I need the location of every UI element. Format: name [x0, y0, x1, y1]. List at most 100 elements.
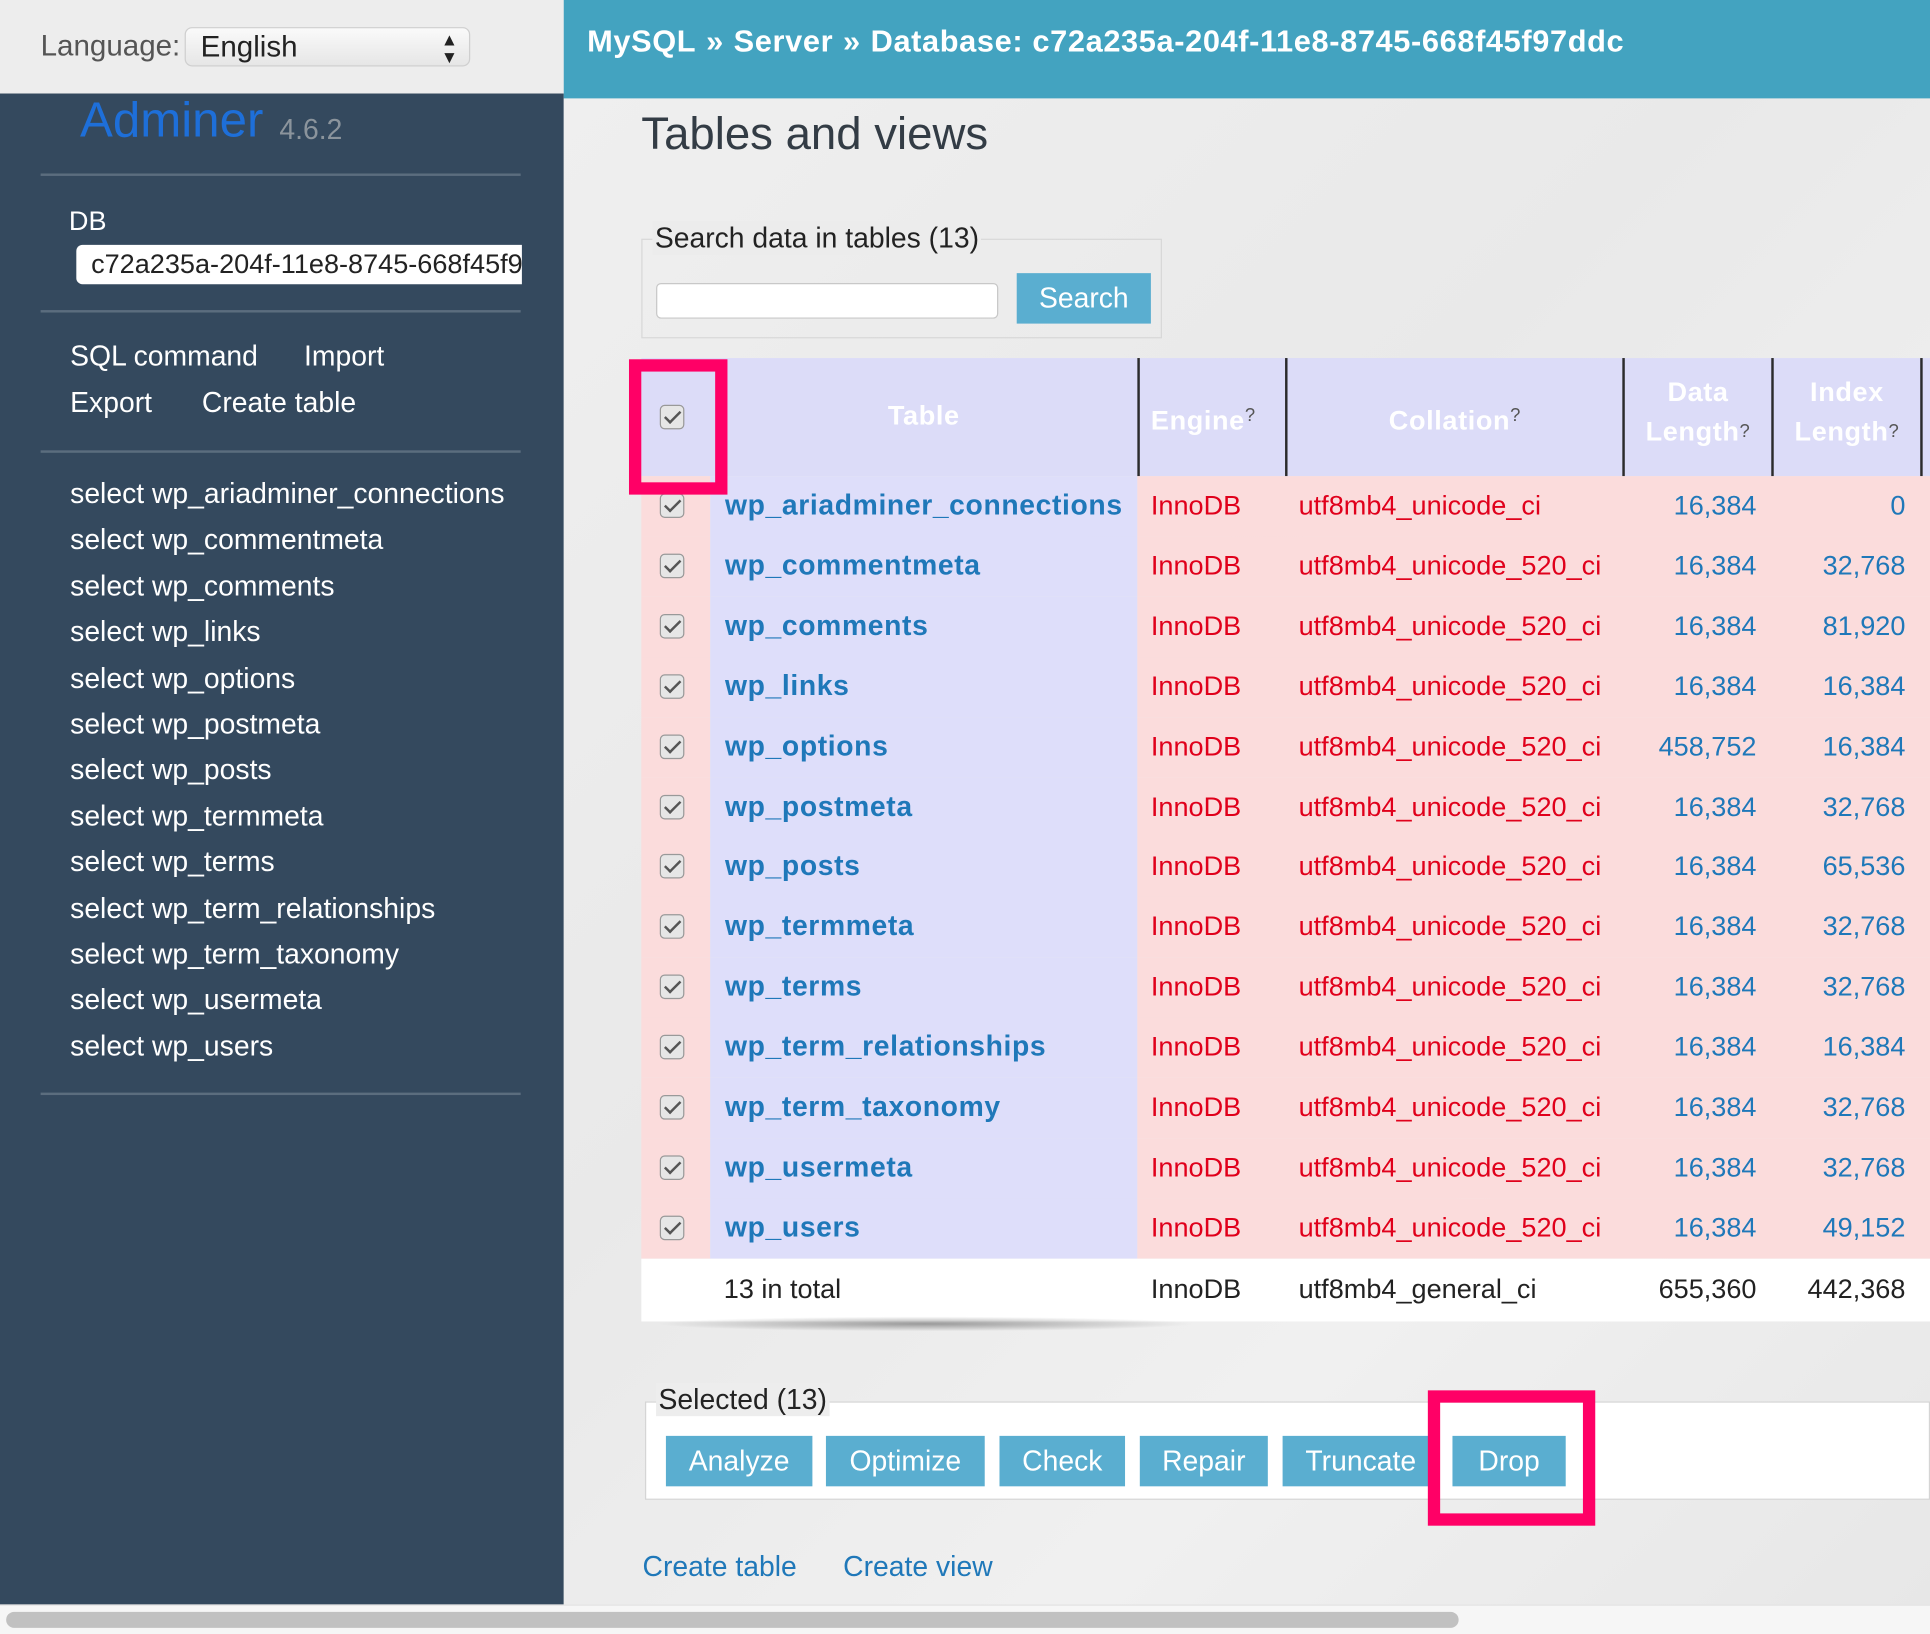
sql-command-link[interactable]: SQL command [70, 339, 258, 372]
index-length-link[interactable]: 16,384 [1822, 670, 1906, 701]
index-length-link[interactable]: 32,768 [1822, 790, 1906, 822]
check-button[interactable]: Check [999, 1435, 1126, 1487]
checkbox-checked-icon[interactable] [659, 854, 685, 879]
data-length-link[interactable]: 16,384 [1673, 1031, 1757, 1062]
adminer-logo[interactable]: Adminer [80, 93, 264, 148]
data-length-link[interactable]: 16,384 [1673, 1151, 1757, 1183]
data-length-link[interactable]: 458,752 [1658, 730, 1757, 762]
data-length-link[interactable]: 16,384 [1673, 910, 1757, 942]
db-select[interactable]: c72a235a-204f-11e8-8745-668f45f97ddc [76, 244, 522, 285]
export-link[interactable]: Export [70, 386, 152, 419]
checkbox-checked-icon[interactable] [659, 673, 685, 699]
sidebar-table-link[interactable]: select wp_commentmeta [70, 523, 384, 556]
create-view-link[interactable]: Create view [843, 1550, 993, 1583]
collation-value: utf8mb4_unicode_520_ci [1298, 730, 1602, 762]
checkbox-checked-icon[interactable] [659, 734, 685, 759]
table-name-link[interactable]: wp_posts [725, 849, 861, 882]
search-button[interactable]: Search [1016, 273, 1151, 324]
data-length-link[interactable]: 16,384 [1673, 850, 1757, 882]
table-name-link[interactable]: wp_users [725, 1210, 861, 1243]
data-length-link[interactable]: 16,384 [1673, 1091, 1757, 1123]
index-length-link[interactable]: 32,768 [1822, 549, 1906, 581]
collation-value: utf8mb4_unicode_520_ci [1298, 610, 1602, 641]
data-length-link[interactable]: 16,384 [1673, 549, 1757, 581]
help-icon[interactable]: ? [1739, 420, 1751, 442]
scrollbar-thumb[interactable] [6, 1611, 1459, 1628]
language-select[interactable]: English ▲ ▼ [184, 27, 471, 67]
import-link[interactable]: Import [304, 339, 385, 372]
sidebar-table-link[interactable]: select wp_term_relationships [70, 891, 436, 924]
data-length-link[interactable]: 16,384 [1673, 790, 1757, 822]
index-length-link[interactable]: 32,768 [1822, 1151, 1906, 1183]
data-length-link[interactable]: 16,384 [1673, 489, 1757, 521]
sidebar-table-link[interactable]: select wp_postmeta [70, 707, 321, 740]
index-length-link[interactable]: 32,768 [1822, 971, 1906, 1002]
table-name-link[interactable]: wp_commentmeta [725, 548, 981, 581]
checkbox-checked-icon[interactable] [659, 613, 685, 639]
breadcrumb-server[interactable]: Server [733, 24, 834, 60]
sidebar-table-link[interactable]: select wp_comments [70, 569, 335, 602]
table-name-link[interactable]: wp_ariadminer_connections [725, 488, 1123, 521]
create-table-link[interactable]: Create table [201, 386, 357, 419]
data-length-link[interactable]: 16,384 [1673, 971, 1757, 1002]
breadcrumb-mysql[interactable]: MySQL [587, 24, 697, 60]
table-name-link[interactable]: wp_usermeta [725, 1150, 913, 1183]
table-name-link[interactable]: wp_links [725, 668, 850, 701]
index-length-link[interactable]: 81,920 [1822, 610, 1906, 641]
index-length-link[interactable]: 16,384 [1822, 730, 1906, 762]
column-header-collation[interactable]: Collation? [1388, 404, 1522, 436]
checkbox-checked-icon[interactable] [659, 1215, 685, 1240]
table-name-link[interactable]: wp_options [725, 729, 889, 762]
repair-button[interactable]: Repair [1139, 1435, 1268, 1487]
index-length-link[interactable]: 0 [1890, 489, 1906, 521]
index-length-link[interactable]: 32,768 [1822, 910, 1906, 942]
data-length-link[interactable]: 16,384 [1673, 670, 1757, 701]
analyze-button[interactable]: Analyze [665, 1435, 813, 1487]
truncate-button[interactable]: Truncate [1282, 1435, 1439, 1487]
index-length-link[interactable]: 65,536 [1822, 850, 1906, 882]
sidebar-table-link[interactable]: select wp_posts [70, 753, 272, 786]
checkbox-checked-icon[interactable] [659, 493, 685, 518]
table-name-link[interactable]: wp_term_taxonomy [725, 1090, 1001, 1123]
table-name-link[interactable]: wp_comments [725, 608, 929, 641]
index-length-link[interactable]: 32,768 [1822, 1091, 1906, 1123]
checkbox-checked-icon[interactable] [659, 553, 685, 579]
help-icon[interactable]: ? [1888, 420, 1900, 442]
create-table-link[interactable]: Create table [642, 1550, 797, 1583]
select-all-checkbox[interactable] [659, 404, 685, 430]
help-icon[interactable]: ? [1510, 404, 1522, 426]
table-name-link[interactable]: wp_postmeta [725, 789, 913, 822]
version-label[interactable]: 4.6.2 [279, 113, 343, 146]
table-name-link[interactable]: wp_term_relationships [725, 1029, 1047, 1062]
column-header-index-length[interactable]: Index Length? [1794, 376, 1900, 447]
sidebar-table-link[interactable]: select wp_term_taxonomy [70, 937, 400, 970]
sidebar-table-link[interactable]: select wp_options [70, 661, 296, 694]
column-header-engine[interactable]: Engine? [1150, 404, 1256, 436]
sidebar-table-link[interactable]: select wp_terms [70, 845, 275, 878]
checkbox-checked-icon[interactable] [659, 1155, 685, 1180]
optimize-button[interactable]: Optimize [825, 1435, 985, 1487]
sidebar-table-link[interactable]: select wp_links [70, 615, 261, 648]
index-length-link[interactable]: 49,152 [1822, 1211, 1906, 1243]
checkbox-checked-icon[interactable] [659, 914, 685, 940]
help-icon[interactable]: ? [1244, 404, 1256, 426]
search-input[interactable] [656, 282, 999, 319]
checkbox-checked-icon[interactable] [659, 794, 685, 819]
table-name-link[interactable]: wp_terms [725, 969, 863, 1002]
sidebar-table-link[interactable]: select wp_ariadminer_connections [70, 477, 505, 510]
data-length-link[interactable]: 16,384 [1673, 610, 1757, 641]
checkbox-checked-icon[interactable] [659, 1095, 685, 1120]
column-header-data-length[interactable]: Data Length? [1645, 376, 1751, 447]
sidebar-table-link[interactable]: select wp_users [70, 1029, 274, 1062]
checkbox-checked-icon[interactable] [659, 974, 685, 1000]
column-header-table[interactable]: Table [887, 399, 960, 431]
drop-button[interactable]: Drop [1452, 1435, 1566, 1487]
index-length-link[interactable]: 16,384 [1822, 1031, 1906, 1062]
sidebar-table-link[interactable]: select wp_termmeta [70, 799, 324, 832]
table-name-link[interactable]: wp_termmeta [725, 909, 915, 942]
horizontal-scrollbar[interactable] [0, 1604, 1930, 1634]
sidebar-table-link[interactable]: select wp_usermeta [70, 983, 322, 1016]
checkbox-checked-icon[interactable] [659, 1034, 685, 1060]
row-name-cell [710, 476, 1138, 537]
data-length-link[interactable]: 16,384 [1673, 1211, 1757, 1243]
